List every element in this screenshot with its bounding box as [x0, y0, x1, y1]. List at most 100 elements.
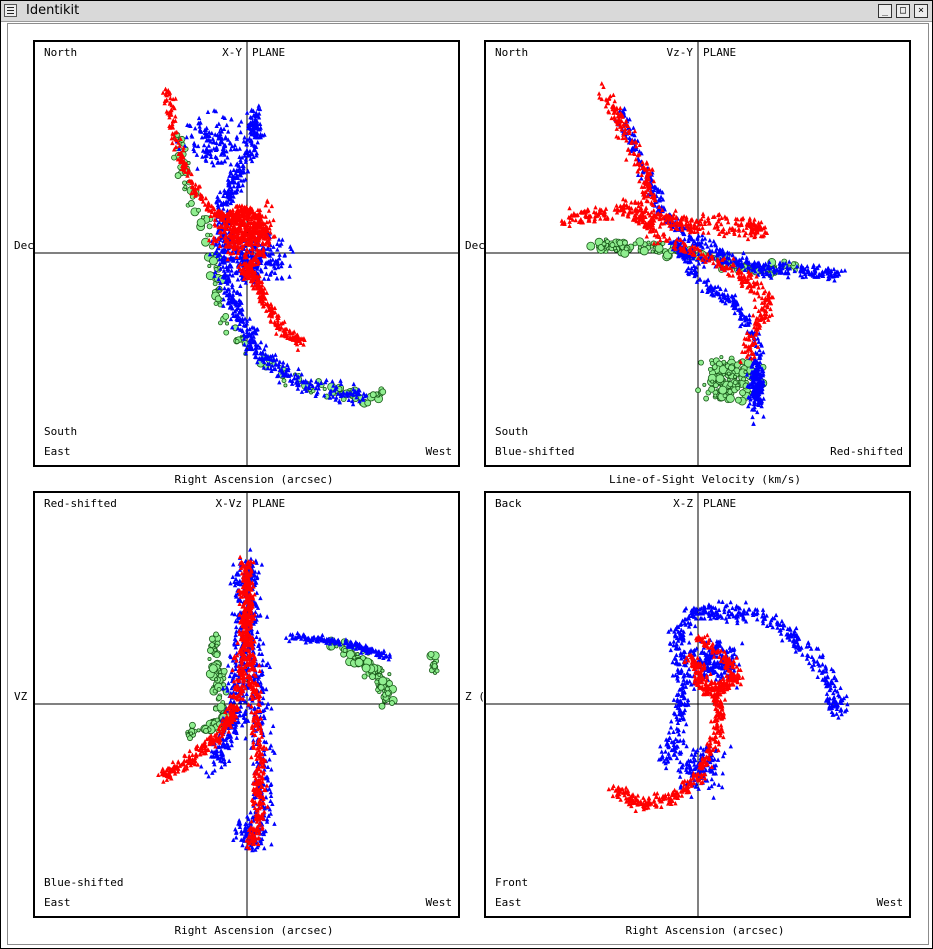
- particle-point: [223, 190, 228, 195]
- particle-point: [265, 239, 270, 244]
- gas-point: [374, 679, 380, 685]
- particle-point: [268, 257, 273, 263]
- particle-point: [236, 244, 242, 250]
- particle-point: [242, 341, 247, 347]
- particle-point: [228, 297, 234, 303]
- particle-point: [276, 237, 282, 242]
- window-menu-icon[interactable]: [4, 4, 17, 17]
- particle-point: [180, 163, 185, 168]
- minimize-icon[interactable]: _: [878, 4, 892, 18]
- corner-label-bottom-right: West: [426, 445, 453, 458]
- particle-point: [287, 274, 292, 279]
- particle-point: [221, 126, 227, 132]
- particle-point: [225, 202, 230, 207]
- particle-point: [289, 246, 294, 252]
- particle-point: [204, 206, 209, 211]
- particle-point: [222, 229, 228, 235]
- particle-point: [251, 220, 256, 225]
- particle-point: [226, 279, 232, 284]
- particle-point: [260, 351, 265, 356]
- particle-point: [248, 156, 253, 161]
- particle-point: [235, 325, 241, 331]
- particle-point: [261, 276, 267, 281]
- bottom-axis-label: Right Ascension (arcsec): [175, 473, 334, 486]
- particle-point: [227, 225, 233, 230]
- particle-point: [253, 354, 258, 359]
- gas-point: [212, 281, 218, 287]
- gas-point: [218, 320, 223, 326]
- particle-point: [222, 285, 227, 291]
- particle-point: [243, 159, 249, 164]
- particle-point: [239, 211, 244, 217]
- particle-point: [205, 109, 211, 115]
- particle-point: [200, 148, 206, 153]
- particle-point: [231, 175, 236, 180]
- particle-point: [215, 160, 220, 165]
- gas-point: [632, 241, 638, 247]
- particle-point: [223, 232, 229, 238]
- particle-point: [276, 372, 281, 378]
- particle-point: [207, 208, 212, 213]
- particle-point: [259, 217, 264, 222]
- particle-point: [211, 139, 217, 144]
- particle-point: [247, 209, 252, 215]
- gas-point: [322, 386, 327, 391]
- particle-point: [240, 182, 245, 188]
- particle-point: [203, 195, 209, 201]
- particle-point: [274, 331, 279, 336]
- particle-point: [252, 283, 257, 288]
- particle-point: [173, 137, 178, 142]
- particle-point: [256, 237, 261, 242]
- particle-point: [238, 283, 243, 289]
- particle-point: [298, 336, 304, 341]
- gas-point: [187, 735, 193, 742]
- particle-point: [190, 134, 195, 139]
- particle-point: [239, 169, 245, 174]
- particle-point: [257, 279, 262, 284]
- particle-point: [254, 150, 259, 156]
- particle-point: [255, 285, 261, 291]
- gas-point: [719, 355, 724, 360]
- particle-point: [254, 265, 260, 270]
- particle-point: [296, 366, 301, 371]
- particle-point: [252, 121, 258, 127]
- gas-point: [196, 218, 206, 228]
- particle-point: [227, 291, 232, 297]
- particle-point: [223, 199, 229, 205]
- gas-point: [727, 381, 734, 388]
- particle-point: [183, 164, 189, 170]
- title-bar[interactable]: Identikit _ □ ×: [1, 1, 932, 22]
- particle-point: [355, 391, 361, 397]
- particle-point: [252, 132, 258, 137]
- particle-point: [267, 219, 272, 224]
- particle-point: [217, 261, 222, 266]
- particle-point: [235, 316, 241, 322]
- maximize-icon[interactable]: □: [896, 4, 910, 18]
- particle-point: [217, 243, 223, 249]
- particle-point: [241, 237, 247, 242]
- particle-point: [268, 365, 274, 371]
- particle-point: [181, 158, 187, 164]
- particle-point: [275, 315, 280, 321]
- close-icon[interactable]: ×: [914, 4, 928, 18]
- particle-point: [174, 129, 179, 135]
- particle-point: [202, 127, 207, 133]
- gas-point: [713, 393, 718, 398]
- particle-point: [265, 356, 270, 361]
- particle-point: [170, 140, 175, 146]
- particle-point: [288, 372, 294, 377]
- particle-point: [257, 121, 263, 127]
- particle-point: [354, 395, 359, 400]
- particle-point: [249, 237, 254, 242]
- particle-point: [299, 372, 304, 377]
- particle-point: [248, 274, 254, 279]
- particle-point: [214, 123, 219, 128]
- gas-point: [189, 721, 196, 729]
- particle-point: [228, 316, 234, 322]
- particle-point: [206, 151, 211, 156]
- gas-point: [698, 359, 704, 366]
- particle-point: [265, 198, 270, 203]
- particle-point: [290, 249, 296, 254]
- particle-point: [255, 290, 261, 295]
- particle-point: [280, 320, 285, 326]
